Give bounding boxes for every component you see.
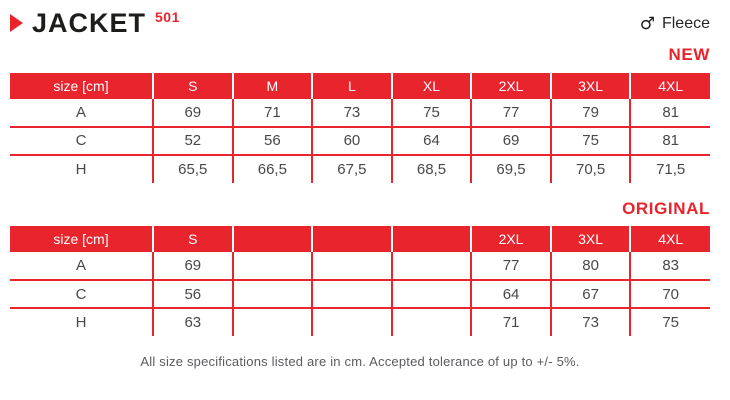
measurement-cell: 71 <box>470 307 551 337</box>
page-title: JACKET <box>32 8 147 38</box>
material-label: Fleece <box>661 15 710 32</box>
size-unit-header-cell: size [cm] <box>10 226 153 253</box>
size-header-cell: 2XL <box>470 72 551 99</box>
measurement-cell: 77 <box>470 252 551 281</box>
measurement-cell: 71,5 <box>629 153 710 183</box>
dimension-label-cell: A <box>10 252 153 281</box>
measurement-cell: 75 <box>629 307 710 337</box>
table-row: C 52 56 60 64 69 75 81 <box>10 125 710 155</box>
measurement-cell: 77 <box>470 98 551 127</box>
size-header-cell: L <box>311 72 392 99</box>
measurement-cell: 68,5 <box>390 153 472 183</box>
size-table-original: size [cm] S 2XL 3XL 4XL A 69 77 80 83 C 56 64 67 70 H 6… <box>10 226 710 337</box>
measurement-cell: 56 <box>231 125 313 155</box>
measurement-cell <box>311 307 392 337</box>
measurement-cell: 81 <box>629 98 710 127</box>
measurement-cell: 66,5 <box>231 153 313 183</box>
measurement-cell: 63 <box>152 307 233 337</box>
measurement-cell <box>390 252 472 281</box>
table-header-row: size [cm] S 2XL 3XL 4XL <box>10 226 710 253</box>
measurement-cell: 64 <box>470 279 551 309</box>
size-header-cell: 4XL <box>629 72 710 99</box>
measurement-cell: 65,5 <box>152 153 233 183</box>
dimension-label-cell: C <box>10 125 153 155</box>
measurement-cell: 81 <box>629 125 710 155</box>
measurement-cell: 60 <box>311 125 392 155</box>
table-label-original: ORIGINAL <box>622 198 710 218</box>
measurement-cell: 83 <box>629 252 710 281</box>
size-header-cell: 2XL <box>470 226 551 253</box>
dimension-label-cell: C <box>10 279 153 309</box>
size-header-cell <box>390 226 472 253</box>
measurement-cell: 73 <box>549 307 631 337</box>
measurement-cell: 70,5 <box>549 153 631 183</box>
brand-block: JACKET 501 <box>10 10 180 37</box>
measurement-cell: 56 <box>152 279 233 309</box>
measurement-cell: 69 <box>152 252 233 281</box>
measurement-cell <box>311 279 392 309</box>
size-table-new: size [cm] S M L XL 2XL 3XL 4XL A 69 71 73 75 77 79 81 C… <box>10 72 710 183</box>
size-header-cell: M <box>231 72 313 99</box>
measurement-cell <box>231 252 313 281</box>
measurement-cell: 75 <box>549 125 631 155</box>
measurement-cell <box>390 279 472 309</box>
measurement-cell: 70 <box>629 279 710 309</box>
measurement-cell: 73 <box>311 98 392 127</box>
table-row: H 63 71 73 75 <box>10 307 710 337</box>
size-header-cell: 3XL <box>549 226 631 253</box>
size-header-cell <box>231 226 313 253</box>
dimension-label-cell: H <box>10 153 153 183</box>
dimension-label-cell: H <box>10 307 153 337</box>
page-header: JACKET 501 ♂ Fleece <box>10 10 710 42</box>
footer-note: All size specifications listed are in cm… <box>140 354 580 370</box>
measurement-cell <box>390 307 472 337</box>
size-header-cell: S <box>152 226 233 253</box>
table-row: C 56 64 67 70 <box>10 279 710 309</box>
measurement-cell: 69 <box>152 98 233 127</box>
dimension-label-cell: A <box>10 98 153 127</box>
size-header-cell <box>311 226 392 253</box>
size-header-cell: XL <box>390 72 472 99</box>
measurement-cell: 79 <box>549 98 631 127</box>
measurement-cell: 80 <box>549 252 631 281</box>
size-header-cell: S <box>152 72 233 99</box>
measurement-cell: 67 <box>549 279 631 309</box>
material-block: ♂ Fleece <box>640 10 710 33</box>
measurement-cell: 69,5 <box>470 153 551 183</box>
measurement-cell <box>231 307 313 337</box>
measurement-cell: 52 <box>152 125 233 155</box>
size-header-cell: 3XL <box>549 72 631 99</box>
table-header-row: size [cm] S M L XL 2XL 3XL 4XL <box>10 72 710 99</box>
measurement-cell: 64 <box>390 125 472 155</box>
product-number: 501 <box>155 9 180 25</box>
red-triangle-icon <box>10 14 23 32</box>
measurement-cell: 69 <box>470 125 551 155</box>
measurement-cell <box>231 279 313 309</box>
measurement-cell: 71 <box>231 98 313 127</box>
measurement-cell: 75 <box>390 98 472 127</box>
table-label-new: NEW <box>668 45 710 64</box>
measurement-cell: 67,5 <box>311 153 392 183</box>
table-row: H 65,5 66,5 67,5 68,5 69,5 70,5 71,5 <box>10 153 710 183</box>
male-gender-icon: ♂ <box>639 13 655 34</box>
measurement-cell <box>311 252 392 281</box>
size-unit-header-cell: size [cm] <box>10 72 153 99</box>
size-header-cell: 4XL <box>629 226 710 253</box>
table-row: A 69 71 73 75 77 79 81 <box>10 98 710 127</box>
table-row: A 69 77 80 83 <box>10 252 710 281</box>
